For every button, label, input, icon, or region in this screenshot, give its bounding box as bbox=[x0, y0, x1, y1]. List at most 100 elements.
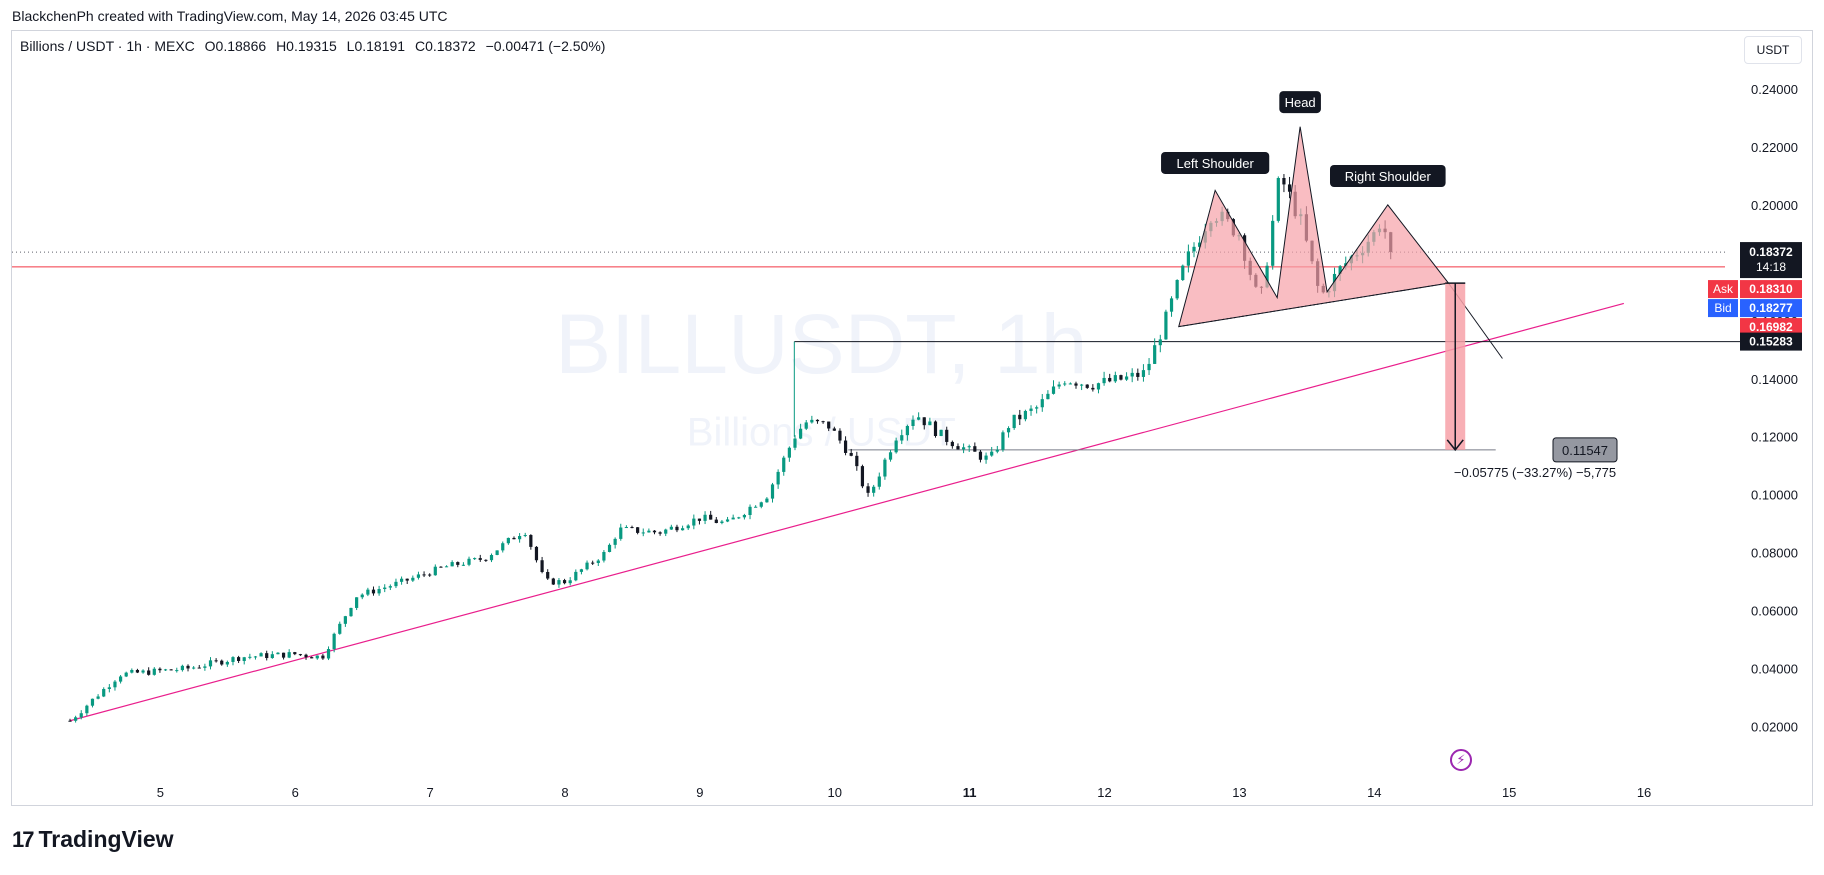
tradingview-brand: TradingView bbox=[38, 826, 174, 852]
candle-body bbox=[1102, 377, 1106, 384]
candle-body bbox=[377, 589, 381, 594]
ask-price: 0.18310 bbox=[1749, 282, 1793, 296]
candle-body bbox=[259, 653, 263, 657]
candle-body bbox=[529, 535, 533, 547]
candle-body bbox=[428, 574, 432, 576]
y-tick-label: 0.14000 bbox=[1751, 372, 1798, 387]
candle-body bbox=[220, 660, 224, 665]
candle-body bbox=[776, 471, 780, 485]
x-tick-label: 14 bbox=[1367, 785, 1381, 800]
x-tick-label: 8 bbox=[561, 785, 568, 800]
candle-body bbox=[439, 566, 443, 568]
chart-frame bbox=[11, 30, 1813, 806]
candle-body bbox=[276, 652, 280, 655]
candle-body bbox=[321, 655, 325, 659]
candle-body bbox=[562, 580, 567, 584]
candle-body bbox=[821, 421, 825, 423]
candle-body bbox=[534, 546, 539, 561]
candle-body bbox=[1074, 383, 1078, 386]
candle-body bbox=[793, 438, 797, 448]
ohlc-close: C0.18372 bbox=[414, 38, 476, 54]
ask-tag-box bbox=[1708, 280, 1738, 299]
x-tick-label: 12 bbox=[1097, 785, 1111, 800]
lightning-icon[interactable]: ⚡ bbox=[1450, 749, 1472, 771]
candle-body bbox=[731, 517, 735, 520]
candle-body bbox=[956, 446, 960, 450]
candle-body bbox=[355, 597, 359, 608]
currency-selector[interactable]: USDT bbox=[1744, 36, 1802, 64]
head-shoulders-pattern bbox=[1178, 126, 1450, 328]
candle-body bbox=[1108, 377, 1112, 382]
target-label-box bbox=[1552, 437, 1618, 463]
candle-body bbox=[326, 649, 331, 659]
candle-body bbox=[990, 451, 994, 456]
candle-body bbox=[332, 633, 336, 650]
candle-body bbox=[849, 452, 853, 456]
candle-body bbox=[192, 667, 196, 669]
candle-body bbox=[338, 623, 342, 634]
ohlc-open: O0.18866 bbox=[204, 38, 267, 54]
candle-body bbox=[130, 669, 134, 673]
red-level-price-box bbox=[1740, 318, 1802, 337]
candle-body bbox=[602, 551, 606, 561]
candle-body bbox=[759, 502, 763, 507]
candle-body bbox=[917, 417, 921, 420]
candle-body bbox=[495, 550, 499, 555]
candle-body bbox=[1175, 280, 1179, 299]
candle-body bbox=[1181, 265, 1185, 281]
candle-body bbox=[1001, 432, 1005, 450]
candle-body bbox=[613, 538, 617, 545]
candle-body bbox=[675, 526, 679, 531]
candle-body bbox=[1006, 428, 1011, 433]
candle-body bbox=[147, 670, 151, 675]
candle-body bbox=[366, 589, 370, 595]
candle-body bbox=[1136, 372, 1140, 377]
candle-body bbox=[737, 517, 741, 519]
y-tick-label: 0.20000 bbox=[1751, 198, 1798, 213]
candle-body bbox=[118, 676, 123, 682]
candle-body bbox=[1018, 414, 1022, 420]
ohlc-low: L0.18191 bbox=[346, 38, 406, 54]
candle-body bbox=[945, 429, 949, 442]
candle-body bbox=[388, 586, 392, 588]
candle-body bbox=[568, 580, 572, 584]
candle-body bbox=[1130, 372, 1134, 377]
candle-body bbox=[399, 578, 404, 582]
candle-body bbox=[950, 441, 954, 447]
last-price-label: 0.18372 bbox=[1749, 245, 1793, 259]
candle-body bbox=[546, 571, 550, 579]
candle-body bbox=[141, 670, 145, 673]
candle-body bbox=[113, 681, 117, 688]
y-tick-label: 0.22000 bbox=[1751, 140, 1798, 155]
annotation-label: Right Shoulder bbox=[1345, 169, 1432, 184]
y-tick-label: 0.06000 bbox=[1751, 604, 1798, 619]
annotation-label-box bbox=[1279, 91, 1321, 114]
symbol-name[interactable]: Billions / USDT · 1h · MEXC bbox=[20, 38, 195, 54]
candle-body bbox=[68, 720, 72, 722]
support-level-price: 0.15283 bbox=[1749, 335, 1793, 349]
x-tick-label: 10 bbox=[828, 785, 842, 800]
candle-body bbox=[422, 574, 426, 576]
candle-body bbox=[298, 654, 303, 656]
candle-body bbox=[922, 417, 926, 426]
candle-body bbox=[799, 428, 803, 439]
candle-body bbox=[74, 717, 78, 721]
ask-price-box bbox=[1740, 280, 1802, 299]
candle-body bbox=[242, 657, 246, 661]
candle-body bbox=[1124, 376, 1129, 380]
candle-body bbox=[484, 559, 488, 561]
candle-body bbox=[237, 657, 241, 661]
bid-tag-box bbox=[1708, 299, 1738, 318]
candle-body bbox=[416, 574, 421, 578]
candle-body bbox=[995, 449, 999, 452]
watermark-symbol: BILLUSDT, 1h bbox=[555, 297, 1087, 391]
candle-body bbox=[647, 530, 651, 533]
candle-body bbox=[832, 428, 836, 431]
candle-body bbox=[1012, 414, 1016, 429]
y-tick-label: 0.04000 bbox=[1751, 662, 1798, 677]
candle-body bbox=[512, 537, 516, 540]
candle-body bbox=[636, 527, 640, 533]
candle-body bbox=[152, 668, 156, 675]
bid-price-box bbox=[1740, 299, 1802, 318]
